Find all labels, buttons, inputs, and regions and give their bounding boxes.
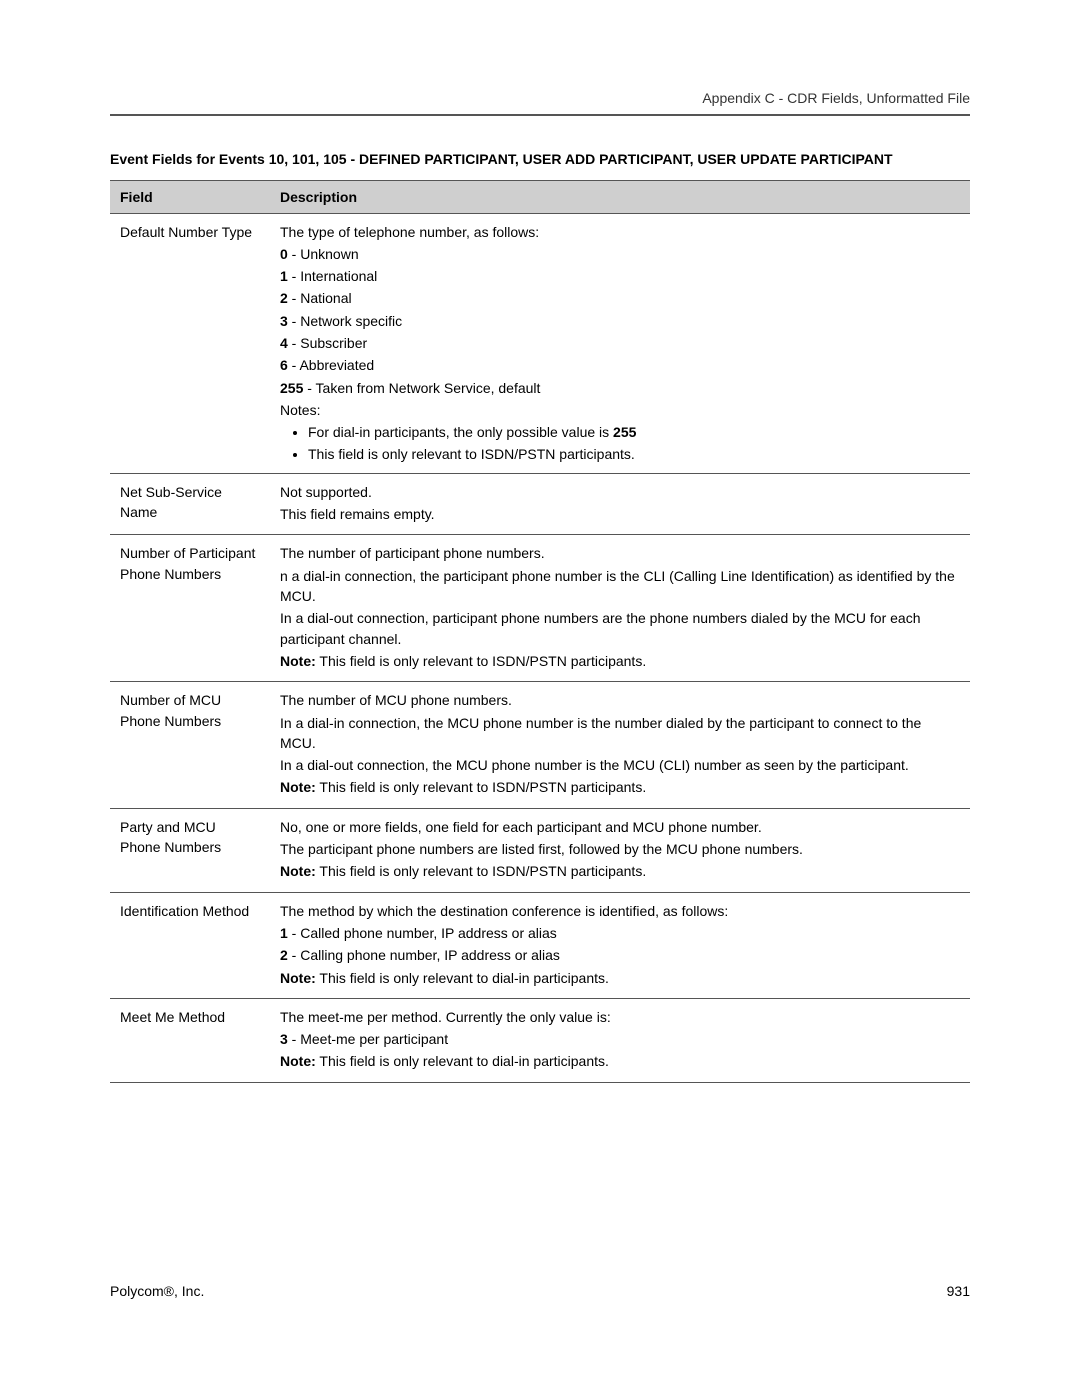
field-name: Party and MCU Phone Numbers — [110, 808, 270, 892]
table-row: Number of MCU Phone NumbersThe number of… — [110, 682, 970, 808]
field-name: Net Sub-Service Name — [110, 473, 270, 535]
col-field: Field — [110, 180, 270, 213]
description-line: 255 - Taken from Network Service, defaul… — [280, 378, 960, 398]
description-line: 1 - International — [280, 266, 960, 286]
description-line: The number of participant phone numbers. — [280, 543, 960, 563]
table-row: Default Number Type The type of telephone… — [110, 213, 970, 473]
field-description: Not supported.This field remains empty. — [270, 473, 970, 535]
field-name: Number of Participant Phone Numbers — [110, 535, 270, 682]
description-line: Note: This field is only relevant to dia… — [280, 1051, 960, 1071]
field-name: Identification Method — [110, 892, 270, 998]
description-line: 2 - Calling phone number, IP address or … — [280, 945, 960, 965]
field-description: The method by which the destination conf… — [270, 892, 970, 998]
field-name: Meet Me Method — [110, 998, 270, 1082]
description-line: The type of telephone number, as follows… — [280, 222, 960, 242]
description-line: Note: This field is only relevant to ISD… — [280, 777, 960, 797]
description-line: 6 - Abbreviated — [280, 355, 960, 375]
table-row: Number of Participant Phone NumbersThe n… — [110, 535, 970, 682]
description-line: The number of MCU phone numbers. — [280, 690, 960, 710]
description-line: Note: This field is only relevant to ISD… — [280, 861, 960, 881]
page-footer: Polycom®, Inc. 931 — [110, 1283, 970, 1299]
description-line: n a dial-in connection, the participant … — [280, 566, 960, 607]
description-line: The meet-me per method. Currently the on… — [280, 1007, 960, 1027]
description-line: The method by which the destination conf… — [280, 901, 960, 921]
description-line: 0 - Unknown — [280, 244, 960, 264]
field-description: No, one or more fields, one field for ea… — [270, 808, 970, 892]
description-line: 3 - Meet-me per participant — [280, 1029, 960, 1049]
col-description: Description — [270, 180, 970, 213]
description-line: 4 - Subscriber — [280, 333, 960, 353]
notes-list: For dial-in participants, the only possi… — [280, 422, 960, 464]
description-line: Note: This field is only relevant to dia… — [280, 968, 960, 988]
table-row: Meet Me Method The meet-me per method. Cu… — [110, 998, 970, 1082]
notes-item: For dial-in participants, the only possi… — [308, 422, 960, 442]
field-description: The type of telephone number, as follows… — [270, 213, 970, 473]
fields-table: Field Description Default Number TypeThe… — [110, 180, 970, 1083]
description-line: Notes: — [280, 400, 960, 420]
footer-right: 931 — [947, 1283, 970, 1299]
description-line: This field remains empty. — [280, 504, 960, 524]
description-line: 2 - National — [280, 288, 960, 308]
description-line: Note: This field is only relevant to ISD… — [280, 651, 960, 671]
description-line: In a dial-in connection, the MCU phone n… — [280, 713, 960, 754]
footer-left: Polycom®, Inc. — [110, 1283, 204, 1299]
notes-item: This field is only relevant to ISDN/PSTN… — [308, 444, 960, 464]
header-rule — [110, 114, 970, 116]
page-header: Appendix C - CDR Fields, Unformatted Fil… — [110, 90, 970, 114]
description-line: The participant phone numbers are listed… — [280, 839, 960, 859]
table-row: Identification Method The method by which… — [110, 892, 970, 998]
description-line: In a dial-out connection, participant ph… — [280, 608, 960, 649]
field-name: Default Number Type — [110, 213, 270, 473]
description-line: Not supported. — [280, 482, 960, 502]
table-row: Party and MCU Phone Numbers No, one or mo… — [110, 808, 970, 892]
description-line: In a dial-out connection, the MCU phone … — [280, 755, 960, 775]
description-line: 1 - Called phone number, IP address or a… — [280, 923, 960, 943]
description-line: No, one or more fields, one field for ea… — [280, 817, 960, 837]
table-row: Net Sub-Service NameNot supported.This f… — [110, 473, 970, 535]
field-description: The meet-me per method. Currently the on… — [270, 998, 970, 1082]
field-name: Number of MCU Phone Numbers — [110, 682, 270, 808]
field-description: The number of participant phone numbers.… — [270, 535, 970, 682]
table-title: Event Fields for Events 10, 101, 105 - D… — [110, 150, 970, 170]
description-line: 3 - Network specific — [280, 311, 960, 331]
field-description: The number of MCU phone numbers. In a dia… — [270, 682, 970, 808]
